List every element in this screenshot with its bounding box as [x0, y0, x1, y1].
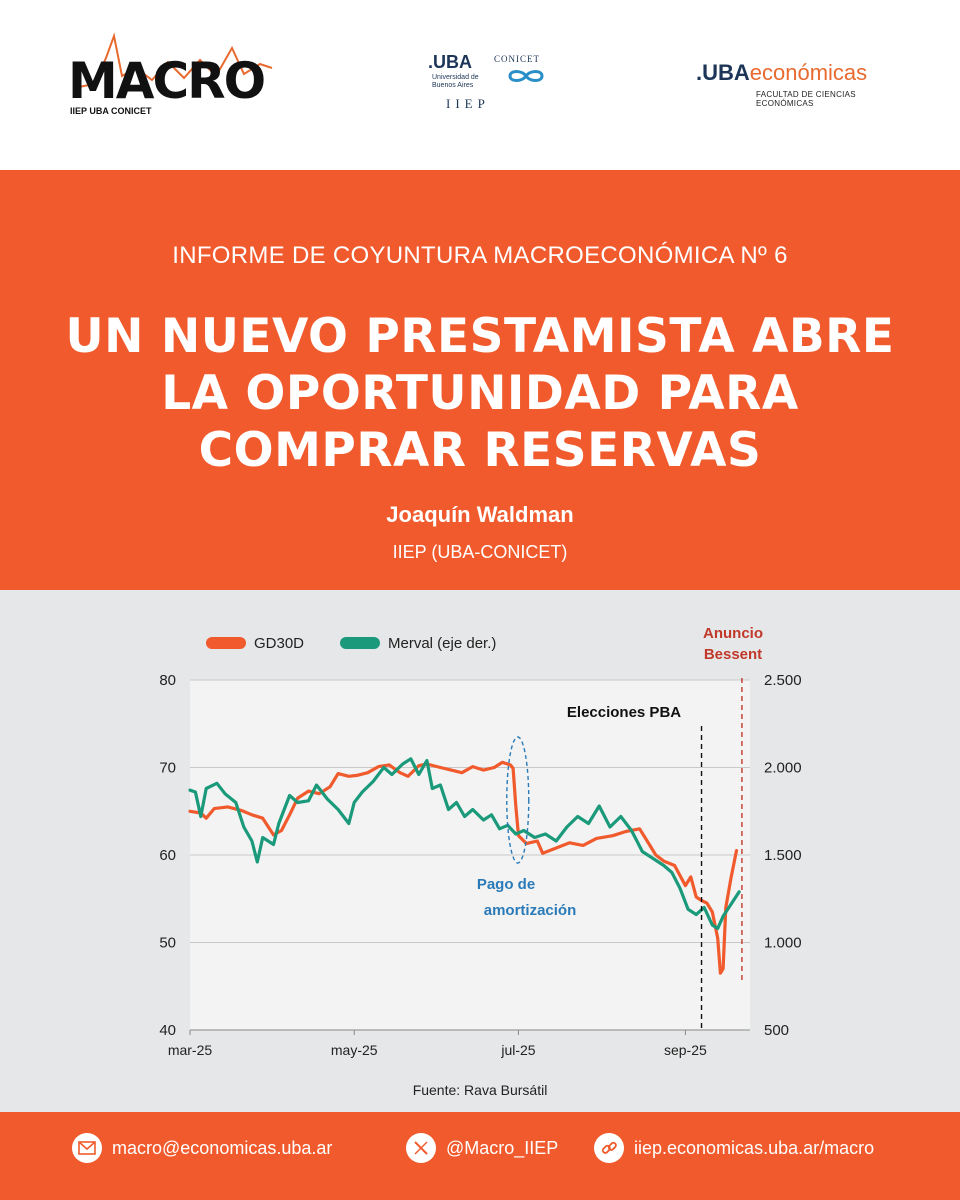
series-line-gd30d — [188, 760, 739, 975]
annotation-bessent-label-1: Anuncio — [703, 625, 763, 642]
footer-email-text: macro@economicas.uba.ar — [112, 1137, 333, 1158]
chart-annotations — [506, 678, 743, 1030]
y-left-tick-label: 60 — [159, 847, 176, 864]
title-banner: INFORME DE COYUNTURA MACROECONÓMICA Nº 6… — [0, 170, 960, 590]
x-tick-label: sep-25 — [664, 1042, 707, 1058]
line-chart: 40 50 60 70 80 500 1.000 1.500 2.000 2.500 mar-25 m… — [159, 625, 801, 1058]
annotation-pago-ellipse — [506, 736, 530, 864]
annotation-pago-label-1: Pago de — [477, 876, 535, 893]
chart-legend: GD30D Merval (eje der.) — [206, 635, 496, 652]
report-label: INFORME DE COYUNTURA MACROECONÓMICA Nº 6 — [172, 242, 788, 269]
econ-economicas-wordmark: económicas — [749, 60, 868, 85]
footer-twitter[interactable]: @Macro_IIEP — [406, 1132, 558, 1164]
x-tick-label: mar-25 — [168, 1042, 213, 1058]
chart-series — [188, 757, 741, 975]
x-tick-label: jul-25 — [500, 1042, 535, 1058]
chart-axes: 40 50 60 70 80 500 1.000 1.500 2.000 2.500 mar-25 m… — [159, 672, 801, 1058]
x-tick-label: may-25 — [331, 1042, 378, 1058]
footer: macro@economicas.uba.ar @Macro_IIEP iiep… — [0, 1112, 960, 1200]
footer-web-text: iiep.economicas.uba.ar/macro — [634, 1137, 875, 1158]
econ-subtitle: FACULTAD DE CIENCIAS ECONÓMICAS — [756, 90, 856, 108]
annotation-bessent-label-2: Bessent — [704, 646, 762, 663]
author-affiliation: IIEP (UBA-CONICET) — [392, 542, 568, 562]
link-icon — [594, 1133, 624, 1163]
y-left-tick-label: 50 — [159, 935, 176, 952]
y-left-tick-label: 40 — [159, 1022, 176, 1039]
y-right-tick-label: 500 — [764, 1022, 789, 1039]
chart-grid — [190, 679, 750, 1031]
series-line-merval — [188, 757, 741, 931]
macro-wordmark: MACRO — [68, 52, 266, 110]
footer-email[interactable]: macro@economicas.uba.ar — [72, 1132, 332, 1164]
author-name: Joaquín Waldman — [386, 502, 574, 527]
iiep-wordmark: IIEP — [446, 96, 490, 111]
y-left-tick-label: 80 — [159, 672, 176, 689]
annotation-elecciones-label: Elecciones PBA — [567, 704, 681, 721]
conicet-infinity-icon — [508, 70, 544, 82]
legend-swatch-gd30d — [206, 637, 246, 649]
uba-subtitle: Universidad de Buenos Aires — [432, 74, 479, 89]
mail-icon — [72, 1133, 102, 1163]
uba-conicet-logo[interactable]: .UBA Universidad de Buenos Aires CONICET… — [428, 52, 558, 122]
y-right-tick-label: 2.000 — [764, 760, 802, 777]
macro-subtitle: IIEP UBA CONICET — [70, 106, 152, 116]
conicet-wordmark: CONICET — [494, 54, 540, 64]
y-right-tick-label: 1.000 — [764, 935, 802, 952]
macro-spark-icon — [73, 32, 273, 89]
y-right-tick-label: 2.500 — [764, 672, 802, 689]
x-twitter-icon — [406, 1133, 436, 1163]
header: MACRO IIEP UBA CONICET .UBA Universidad … — [0, 0, 960, 170]
chart-panel: 40 50 60 70 80 500 1.000 1.500 2.000 2.500 mar-25 m… — [0, 590, 960, 1112]
uba-wordmark: .UBA — [428, 52, 472, 72]
uba-economicas-logo[interactable]: .UBAeconómicas FACULTAD DE CIENCIAS ECON… — [696, 60, 916, 110]
legend-label-gd30d: GD30D — [254, 635, 304, 652]
y-right-tick-label: 1.500 — [764, 847, 802, 864]
legend-label-merval: Merval (eje der.) — [388, 635, 496, 652]
footer-web[interactable]: iiep.economicas.uba.ar/macro — [594, 1132, 874, 1164]
legend-swatch-merval — [340, 637, 380, 649]
chart-source: Fuente: Rava Bursátil — [412, 1082, 548, 1098]
page-title: UN NUEVO PRESTAMISTA ABRE LA OPORTUNIDAD… — [65, 309, 895, 478]
footer-twitter-text: @Macro_IIEP — [446, 1137, 559, 1158]
macro-logo[interactable]: MACRO IIEP UBA CONICET — [64, 18, 284, 118]
y-left-tick-label: 70 — [159, 760, 176, 777]
econ-uba-wordmark: .UBA — [696, 60, 750, 85]
annotation-pago-label-2: amortización — [484, 902, 577, 919]
